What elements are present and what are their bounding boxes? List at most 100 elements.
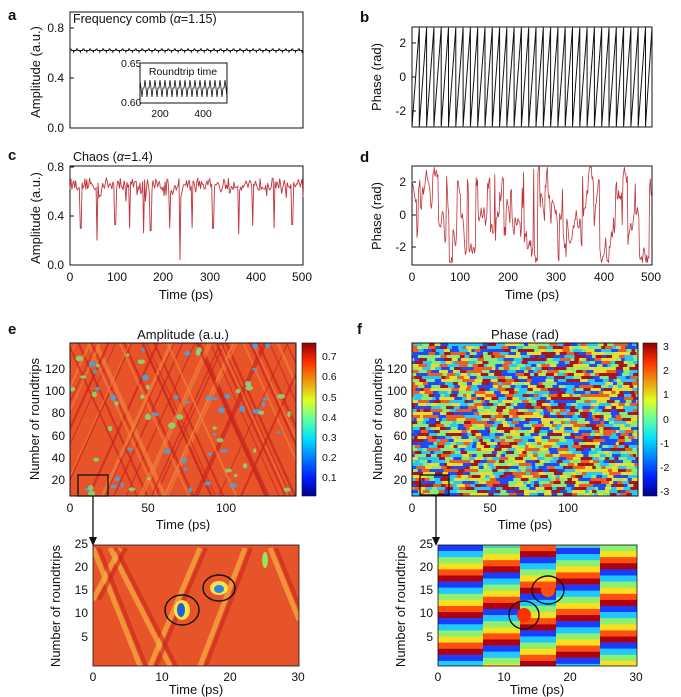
- panel-f-cell: [465, 391, 475, 394]
- panel-f-cell: [441, 367, 450, 370]
- panel-f-cell: [597, 451, 604, 454]
- panel-f-cell: [552, 388, 561, 391]
- panel-f-cell: [506, 397, 513, 400]
- panel-d-ytick: -2: [395, 240, 406, 254]
- panel-f-cell: [610, 361, 616, 364]
- panel-e-defect: [137, 359, 146, 365]
- panel-f-cell: [538, 472, 546, 475]
- panel-f-cell: [481, 427, 485, 430]
- panel-f-cell: [599, 376, 609, 379]
- panel-f-cell: [565, 391, 574, 394]
- panel-f-zoom-arrowhead: [432, 537, 440, 546]
- panel-f-cell: [485, 409, 491, 412]
- panel-f-cell: [476, 424, 485, 427]
- panel-f-cell: [414, 361, 423, 364]
- panel-f-cell: [564, 415, 568, 418]
- panel-f-cell: [599, 427, 604, 430]
- panel-f-cell: [446, 415, 452, 418]
- panel-f-cell: [615, 484, 625, 487]
- panel-f-cell: [412, 418, 414, 421]
- panel-f-cell: [596, 439, 605, 442]
- panel-f-cell: [517, 403, 527, 406]
- panel-f-cell: [449, 394, 458, 397]
- panel-f-cell: [483, 364, 487, 367]
- panel-f-cell: [589, 382, 599, 385]
- panel-f-cell: [572, 481, 576, 484]
- panel-f-cell: [512, 436, 521, 439]
- panel-f-cell: [504, 469, 510, 472]
- panel-f-cell: [430, 388, 434, 391]
- panel-f-cell: [583, 448, 592, 451]
- panel-f-cell: [612, 454, 621, 457]
- panel-f-cell: [494, 355, 499, 358]
- panel-f-cell: [429, 433, 438, 436]
- panel-f-cell: [475, 493, 480, 496]
- panel-f-cell: [625, 448, 633, 451]
- panel-f-cell: [491, 367, 496, 370]
- panel-f-cell: [429, 400, 434, 403]
- panel-f-cell: [585, 424, 590, 427]
- panel-f-cell: [571, 436, 575, 439]
- panel-f-cell: [599, 454, 606, 457]
- panel-f-cell: [575, 469, 579, 472]
- panel-f-cell: [617, 382, 624, 385]
- panel-f-cell: [633, 373, 638, 376]
- panel-f-cbar-tick: -2: [660, 462, 669, 474]
- panel-f-cell: [548, 442, 557, 445]
- panel-f-cell: [623, 382, 633, 385]
- panel-f-cell: [529, 421, 539, 424]
- panel-f-cell: [573, 364, 577, 367]
- panel-f-cell: [492, 412, 499, 415]
- panel-f-cell: [419, 481, 427, 484]
- panel-e-stripe: [87, 343, 159, 496]
- panel-f-cell: [498, 355, 505, 358]
- panel-e-stripe: [70, 343, 102, 413]
- panel-f-cell: [575, 475, 583, 478]
- panel-f-cell: [549, 421, 554, 424]
- panel-f-cell: [597, 472, 603, 475]
- panel-f-cell: [437, 403, 447, 406]
- panel-f-zoom-band: [556, 657, 600, 664]
- panel-f-cell: [635, 349, 638, 352]
- panel-f-cell: [559, 427, 565, 430]
- panel-f-cell: [463, 424, 473, 427]
- panel-f-cell: [605, 412, 611, 415]
- panel-f-cell: [463, 442, 470, 445]
- panel-f-cell: [624, 484, 628, 487]
- panel-f-cell: [594, 361, 602, 364]
- panel-f-cell: [578, 442, 586, 445]
- panel-f-cell: [474, 379, 483, 382]
- panel-f-cell: [461, 430, 468, 433]
- panel-f-cell: [418, 358, 427, 361]
- panel-f-cell: [453, 481, 463, 484]
- panel-f-cell: [530, 460, 536, 463]
- panel-f-cell: [440, 478, 450, 481]
- panel-f-cell: [570, 442, 574, 445]
- panel-f-cell: [505, 427, 509, 430]
- panel-f-cell: [426, 370, 432, 373]
- panel-f-cell: [570, 421, 578, 424]
- panel-f-cell: [440, 361, 446, 364]
- panel-f-cell: [524, 493, 530, 496]
- panel-f-cell: [412, 379, 420, 382]
- panel-e-defect: [262, 397, 268, 401]
- panel-f-cell: [422, 448, 427, 451]
- panel-f-cell: [441, 484, 446, 487]
- panel-f-cell: [499, 436, 507, 439]
- panel-f-cell: [624, 424, 631, 427]
- panel-f-zoom-band: [556, 609, 600, 616]
- panel-e-ytick: 20: [52, 473, 66, 487]
- panel-f-cell: [491, 397, 499, 400]
- panel-f-cell: [591, 415, 596, 418]
- panel-f-cell: [496, 406, 506, 409]
- panel-f-cell: [552, 430, 560, 433]
- panel-f-cell: [566, 484, 575, 487]
- panel-f-cell: [440, 388, 444, 391]
- panel-f-cell: [524, 373, 531, 376]
- panel-f-cell: [605, 346, 613, 349]
- panel-f-cell: [492, 385, 499, 388]
- panel-f-cell: [489, 358, 498, 361]
- panel-f-cell: [631, 364, 636, 367]
- panel-f-cell: [412, 427, 420, 430]
- panel-f-cell: [607, 424, 614, 427]
